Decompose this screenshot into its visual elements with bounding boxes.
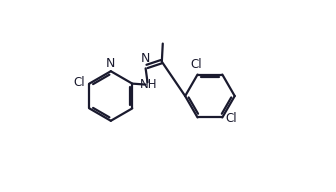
Text: N: N	[106, 57, 116, 70]
Text: Cl: Cl	[191, 58, 202, 71]
Text: Cl: Cl	[225, 112, 237, 125]
Text: NH: NH	[140, 78, 157, 91]
Text: N: N	[141, 52, 150, 65]
Text: Cl: Cl	[74, 76, 85, 89]
